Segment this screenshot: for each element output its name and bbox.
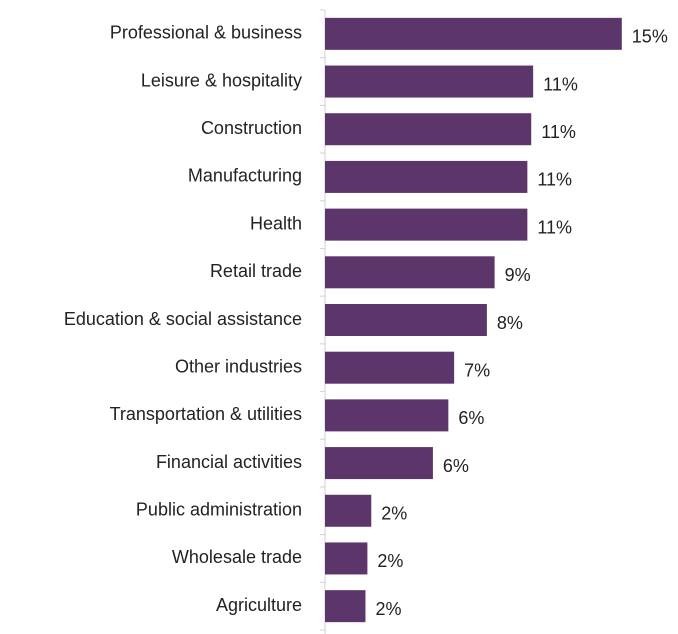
- bar: [325, 590, 366, 623]
- bar: [325, 65, 534, 98]
- y-tick-label: Agriculture: [216, 595, 302, 615]
- bar: [325, 542, 368, 575]
- y-tick-label: Leisure & hospitality: [141, 70, 302, 90]
- data-label: 11%: [537, 170, 572, 190]
- data-label: 2%: [375, 599, 401, 619]
- data-label: 6%: [458, 408, 484, 428]
- bar: [325, 160, 528, 193]
- y-tick-label: Other industries: [175, 356, 302, 376]
- data-label: 11%: [537, 217, 572, 237]
- y-tick-label: Health: [250, 213, 302, 233]
- data-label: 9%: [505, 265, 531, 285]
- y-tick-label: Manufacturing: [188, 166, 302, 186]
- data-label: 11%: [543, 74, 578, 94]
- bar: [325, 17, 622, 50]
- data-label: 7%: [464, 360, 490, 380]
- y-tick-label: Construction: [201, 118, 302, 138]
- y-tick-label: Retail trade: [210, 261, 302, 281]
- data-label: 15%: [632, 27, 668, 47]
- data-label: 2%: [377, 551, 403, 571]
- y-tick-label: Financial activities: [156, 452, 302, 472]
- bar: [325, 113, 532, 146]
- bar: [325, 494, 372, 527]
- bar: [325, 399, 449, 432]
- y-tick-label: Public administration: [136, 500, 302, 520]
- bar: [325, 351, 455, 384]
- data-label: 2%: [381, 504, 407, 524]
- y-tick-label: Professional & business: [110, 23, 302, 43]
- y-tick-label: Education & social assistance: [64, 309, 302, 329]
- y-tick-label: Wholesale trade: [172, 547, 302, 567]
- data-label: 8%: [497, 313, 523, 333]
- y-tick-label: Transportation & utilities: [110, 404, 302, 424]
- data-label: 6%: [443, 456, 469, 476]
- bar: [325, 304, 487, 336]
- bar: [325, 447, 433, 480]
- data-label: 11%: [541, 122, 576, 142]
- bar: [325, 256, 495, 289]
- bar: [325, 208, 528, 241]
